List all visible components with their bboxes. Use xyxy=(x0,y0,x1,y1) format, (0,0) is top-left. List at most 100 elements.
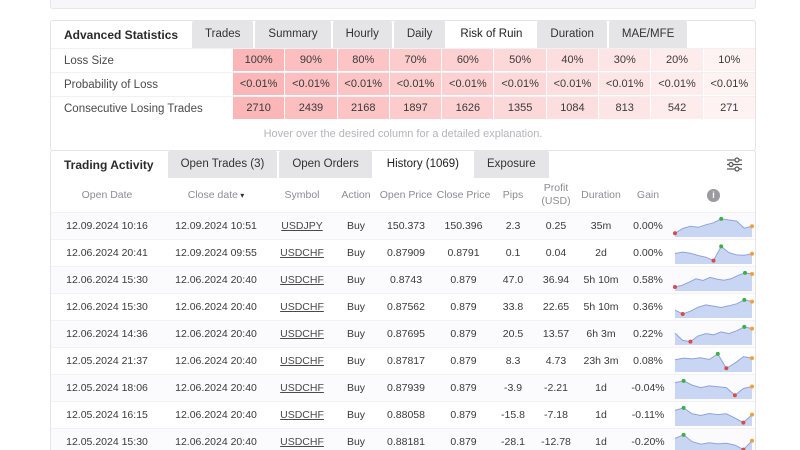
tab-summary[interactable]: Summary xyxy=(255,21,330,48)
history-table-row[interactable]: 12.06.2024 20:4112.09.2024 09:55USDCHFBu… xyxy=(51,240,755,267)
symbol-link[interactable]: USDCHF xyxy=(280,247,324,259)
stats-cell[interactable]: <0.01% xyxy=(284,73,336,96)
stats-row: Probability of Loss<0.01%<0.01%<0.01%<0.… xyxy=(51,72,755,96)
stats-cell[interactable]: 2168 xyxy=(337,97,389,120)
hint-text: Hover over the desired column for a deta… xyxy=(51,120,755,150)
history-table-row[interactable]: 12.06.2024 14:3612.06.2024 20:40USDCHFBu… xyxy=(51,321,755,348)
tab-risk-of-ruin[interactable]: Risk of Ruin xyxy=(447,21,535,48)
stats-cell[interactable]: 542 xyxy=(650,97,702,120)
history-table-row[interactable]: 12.05.2024 21:3712.06.2024 20:40USDCHFBu… xyxy=(51,348,755,375)
symbol-link[interactable]: USDCHF xyxy=(280,355,324,367)
cell-profit: 4.73 xyxy=(534,348,578,375)
col-header-open_price[interactable]: Open Price xyxy=(377,178,435,213)
col-header-close_price[interactable]: Close Price xyxy=(435,178,492,213)
stats-cell[interactable]: 2710 xyxy=(232,97,284,120)
stats-cell[interactable]: 10% xyxy=(703,49,755,72)
tab-trades[interactable]: Trades xyxy=(192,21,253,48)
stats-cell[interactable]: 1355 xyxy=(493,97,545,120)
stats-cell[interactable]: <0.01% xyxy=(598,73,650,96)
cell-open-date: 12.05.2024 16:15 xyxy=(51,402,163,429)
stats-cell[interactable]: 2439 xyxy=(284,97,336,120)
stats-cell[interactable]: <0.01% xyxy=(337,73,389,96)
stats-cell[interactable]: 80% xyxy=(337,49,389,72)
stats-cell[interactable]: <0.01% xyxy=(493,73,545,96)
stats-cell[interactable]: <0.01% xyxy=(650,73,702,96)
symbol-link[interactable]: USDCHF xyxy=(280,301,324,313)
col-header-pips[interactable]: Pips xyxy=(492,178,534,213)
stats-cell[interactable]: <0.01% xyxy=(389,73,441,96)
symbol-link[interactable]: USDCHF xyxy=(280,328,324,340)
history-table-row[interactable]: 12.05.2024 16:1512.06.2024 20:40USDCHFBu… xyxy=(51,402,755,429)
tab-mae-mfe[interactable]: MAE/MFE xyxy=(609,21,687,48)
stats-cell[interactable]: 100% xyxy=(232,49,284,72)
trade-sparkline-chart xyxy=(673,349,755,373)
stats-cell[interactable]: 813 xyxy=(598,97,650,120)
tab-daily[interactable]: Daily xyxy=(394,21,446,48)
history-table-row[interactable]: 12.06.2024 15:3012.06.2024 20:40USDCHFBu… xyxy=(51,294,755,321)
tab-history-1069[interactable]: History (1069) xyxy=(374,151,472,178)
symbol-link[interactable]: USDJPY xyxy=(281,220,322,232)
cell-chart xyxy=(672,321,755,348)
col-header-gain[interactable]: Gain xyxy=(624,178,672,213)
stats-cell[interactable]: 1897 xyxy=(389,97,441,120)
stats-cell[interactable]: <0.01% xyxy=(441,73,493,96)
info-icon[interactable]: i xyxy=(707,189,720,202)
stats-cell[interactable]: 90% xyxy=(284,49,336,72)
tab-exposure[interactable]: Exposure xyxy=(474,151,549,178)
stats-cell[interactable]: 20% xyxy=(650,49,702,72)
symbol-link[interactable]: USDCHF xyxy=(280,436,324,448)
trade-sparkline-chart xyxy=(673,214,755,238)
history-table-row[interactable]: 12.06.2024 15:3012.06.2024 20:40USDCHFBu… xyxy=(51,267,755,294)
cell-open-price: 0.88181 xyxy=(377,429,435,450)
symbol-link[interactable]: USDCHF xyxy=(280,274,324,286)
stats-cell[interactable]: <0.01% xyxy=(703,73,755,96)
filter-settings-icon[interactable] xyxy=(726,151,755,178)
trade-sparkline-chart xyxy=(673,268,755,292)
cell-open-price: 0.87695 xyxy=(377,321,435,348)
history-table-row[interactable]: 12.09.2024 10:1612.09.2024 10:51USDJPYBu… xyxy=(51,213,755,240)
cell-close-date: 12.06.2024 20:40 xyxy=(163,348,269,375)
cell-open-date: 12.06.2024 15:30 xyxy=(51,294,163,321)
stats-cell[interactable]: <0.01% xyxy=(232,73,284,96)
tab-hourly[interactable]: Hourly xyxy=(333,21,392,48)
cell-symbol: USDCHF xyxy=(269,321,335,348)
cell-pips: 33.8 xyxy=(492,294,534,321)
cell-close-price: 0.879 xyxy=(435,267,492,294)
cell-open-price: 0.8743 xyxy=(377,267,435,294)
col-header-close_date[interactable]: Close date ▾ xyxy=(163,178,269,213)
stats-cell[interactable]: <0.01% xyxy=(546,73,598,96)
stats-cell[interactable]: 40% xyxy=(546,49,598,72)
col-header-duration[interactable]: Duration xyxy=(578,178,624,213)
col-header-open_date[interactable]: Open Date xyxy=(51,178,163,213)
symbol-link[interactable]: USDCHF xyxy=(280,409,324,421)
cell-open-date: 12.06.2024 20:41 xyxy=(51,240,163,267)
cell-gain: -0.11% xyxy=(624,402,672,429)
col-header-action[interactable]: Action xyxy=(335,178,377,213)
cell-open-price: 0.87562 xyxy=(377,294,435,321)
cell-profit: 0.04 xyxy=(534,240,578,267)
trade-sparkline-chart xyxy=(673,322,755,346)
cell-action: Buy xyxy=(335,429,377,450)
trading-activity-tabbar: Trading Activity Open Trades (3)Open Ord… xyxy=(51,151,755,178)
history-table-row[interactable]: 12.05.2024 15:3012.06.2024 20:40USDCHFBu… xyxy=(51,429,755,450)
stats-cell[interactable]: 1084 xyxy=(546,97,598,120)
col-header-symbol[interactable]: Symbol xyxy=(269,178,335,213)
stats-cell[interactable]: 50% xyxy=(493,49,545,72)
cell-action: Buy xyxy=(335,402,377,429)
stats-cell[interactable]: 30% xyxy=(598,49,650,72)
trade-sparkline-chart xyxy=(673,430,755,450)
stats-cell[interactable]: 70% xyxy=(389,49,441,72)
cell-symbol: USDCHF xyxy=(269,429,335,450)
stats-cell[interactable]: 271 xyxy=(703,97,755,120)
history-table-row[interactable]: 12.05.2024 18:0612.06.2024 20:40USDCHFBu… xyxy=(51,375,755,402)
symbol-link[interactable]: USDCHF xyxy=(280,382,324,394)
stats-cell[interactable]: 60% xyxy=(441,49,493,72)
col-header-profit[interactable]: Profit(USD) xyxy=(534,178,578,213)
tab-open-orders[interactable]: Open Orders xyxy=(279,151,371,178)
stats-row: Loss Size100%90%80%70%60%50%40%30%20%10% xyxy=(51,48,755,72)
cell-open-price: 150.373 xyxy=(377,213,435,240)
tab-open-trades-3[interactable]: Open Trades (3) xyxy=(168,151,278,178)
tab-duration[interactable]: Duration xyxy=(537,21,606,48)
stats-cell[interactable]: 1626 xyxy=(441,97,493,120)
cell-gain: -0.20% xyxy=(624,429,672,450)
